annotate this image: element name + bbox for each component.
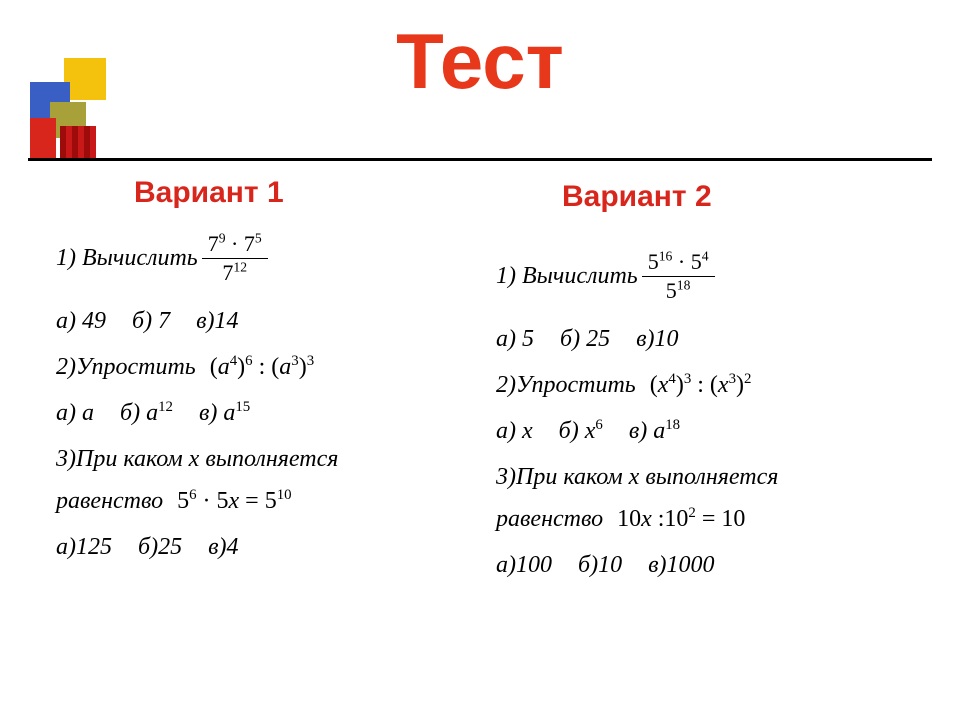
v1-q2-expr: (a4)6 : (a3)3 [210, 355, 314, 379]
v1-q1-fraction: 79 · 75 712 [202, 230, 268, 287]
slide-title: Тест [0, 16, 960, 107]
v1-q2-a: а) а [56, 401, 94, 425]
v2-q2-c: в) a18 [629, 419, 680, 443]
v2-q1-prompt: 1) Вычислить 516 · 54 518 [496, 248, 936, 305]
v2-q1-b: б) 25 [560, 327, 610, 351]
v2-q3-expr: 10x :102 = 10 [617, 507, 745, 531]
title-underline [28, 158, 932, 161]
v2-q1-fraction: 516 · 54 518 [642, 248, 715, 305]
v2-q2-prompt: 2)Упростить (x4)3 : (x3)2 [496, 373, 936, 397]
v1-q3-answers: а)125 б)25 в)4 [56, 535, 496, 559]
v2-q3-line1: 3)При каком х выполняется [496, 465, 936, 489]
v2-q2-text: 2)Упростить [496, 373, 636, 397]
v1-q3-line2: равенство 56 · 5x = 510 [56, 489, 496, 513]
v1-q1-answers: а) 49 б) 7 в)14 [56, 309, 496, 333]
v2-q3-a: а)100 [496, 553, 552, 577]
v2-q1-a: а) 5 [496, 327, 534, 351]
variant-2-label: Вариант 2 [562, 180, 712, 214]
v1-q2-c: в) a15 [199, 401, 250, 425]
variant-2-body: 1) Вычислить 516 · 54 518 а) 5 б) 25 в)1… [496, 248, 936, 599]
v2-q2-b: б) x6 [559, 419, 603, 443]
v2-q3-c: в)1000 [648, 553, 714, 577]
v2-q1-answers: а) 5 б) 25 в)10 [496, 327, 936, 351]
v1-q3-eqword: равенство [56, 489, 163, 513]
v2-q3-eqword: равенство [496, 507, 603, 531]
v2-q1-text: 1) Вычислить [496, 264, 638, 288]
v2-q3-b: б)10 [578, 553, 622, 577]
v2-q1-c: в)10 [636, 327, 678, 351]
v1-q1-a: а) 49 [56, 309, 106, 333]
v1-q3-line1: 3)При каком х выполняется [56, 447, 496, 471]
v1-q1-prompt: 1) Вычислить 79 · 75 712 [56, 230, 496, 287]
v2-q3-answers: а)100 б)10 в)1000 [496, 553, 936, 577]
v2-q2-expr: (x4)3 : (x3)2 [650, 373, 752, 397]
v2-q2-a: а) х [496, 419, 533, 443]
v1-q1-text: 1) Вычислить [56, 246, 198, 270]
v1-q2-prompt: 2)Упростить (a4)6 : (a3)3 [56, 355, 496, 379]
v1-q3-c: в)4 [208, 535, 238, 559]
v1-q2-b: б) a12 [120, 401, 173, 425]
v2-q3-line2: равенство 10x :102 = 10 [496, 507, 936, 531]
v1-q3-a: а)125 [56, 535, 112, 559]
variant-1-body: 1) Вычислить 79 · 75 712 а) 49 б) 7 в)14… [56, 230, 496, 581]
v1-q3-expr: 56 · 5x = 510 [177, 489, 292, 513]
variant-1-label: Вариант 1 [134, 176, 284, 210]
v2-q2-answers: а) х б) x6 в) a18 [496, 419, 936, 443]
v1-q2-answers: а) а б) a12 в) a15 [56, 401, 496, 425]
v1-q1-b: б) 7 [132, 309, 170, 333]
v1-q3-b: б)25 [138, 535, 182, 559]
v1-q1-c: в)14 [196, 309, 238, 333]
v1-q2-text: 2)Упростить [56, 355, 196, 379]
